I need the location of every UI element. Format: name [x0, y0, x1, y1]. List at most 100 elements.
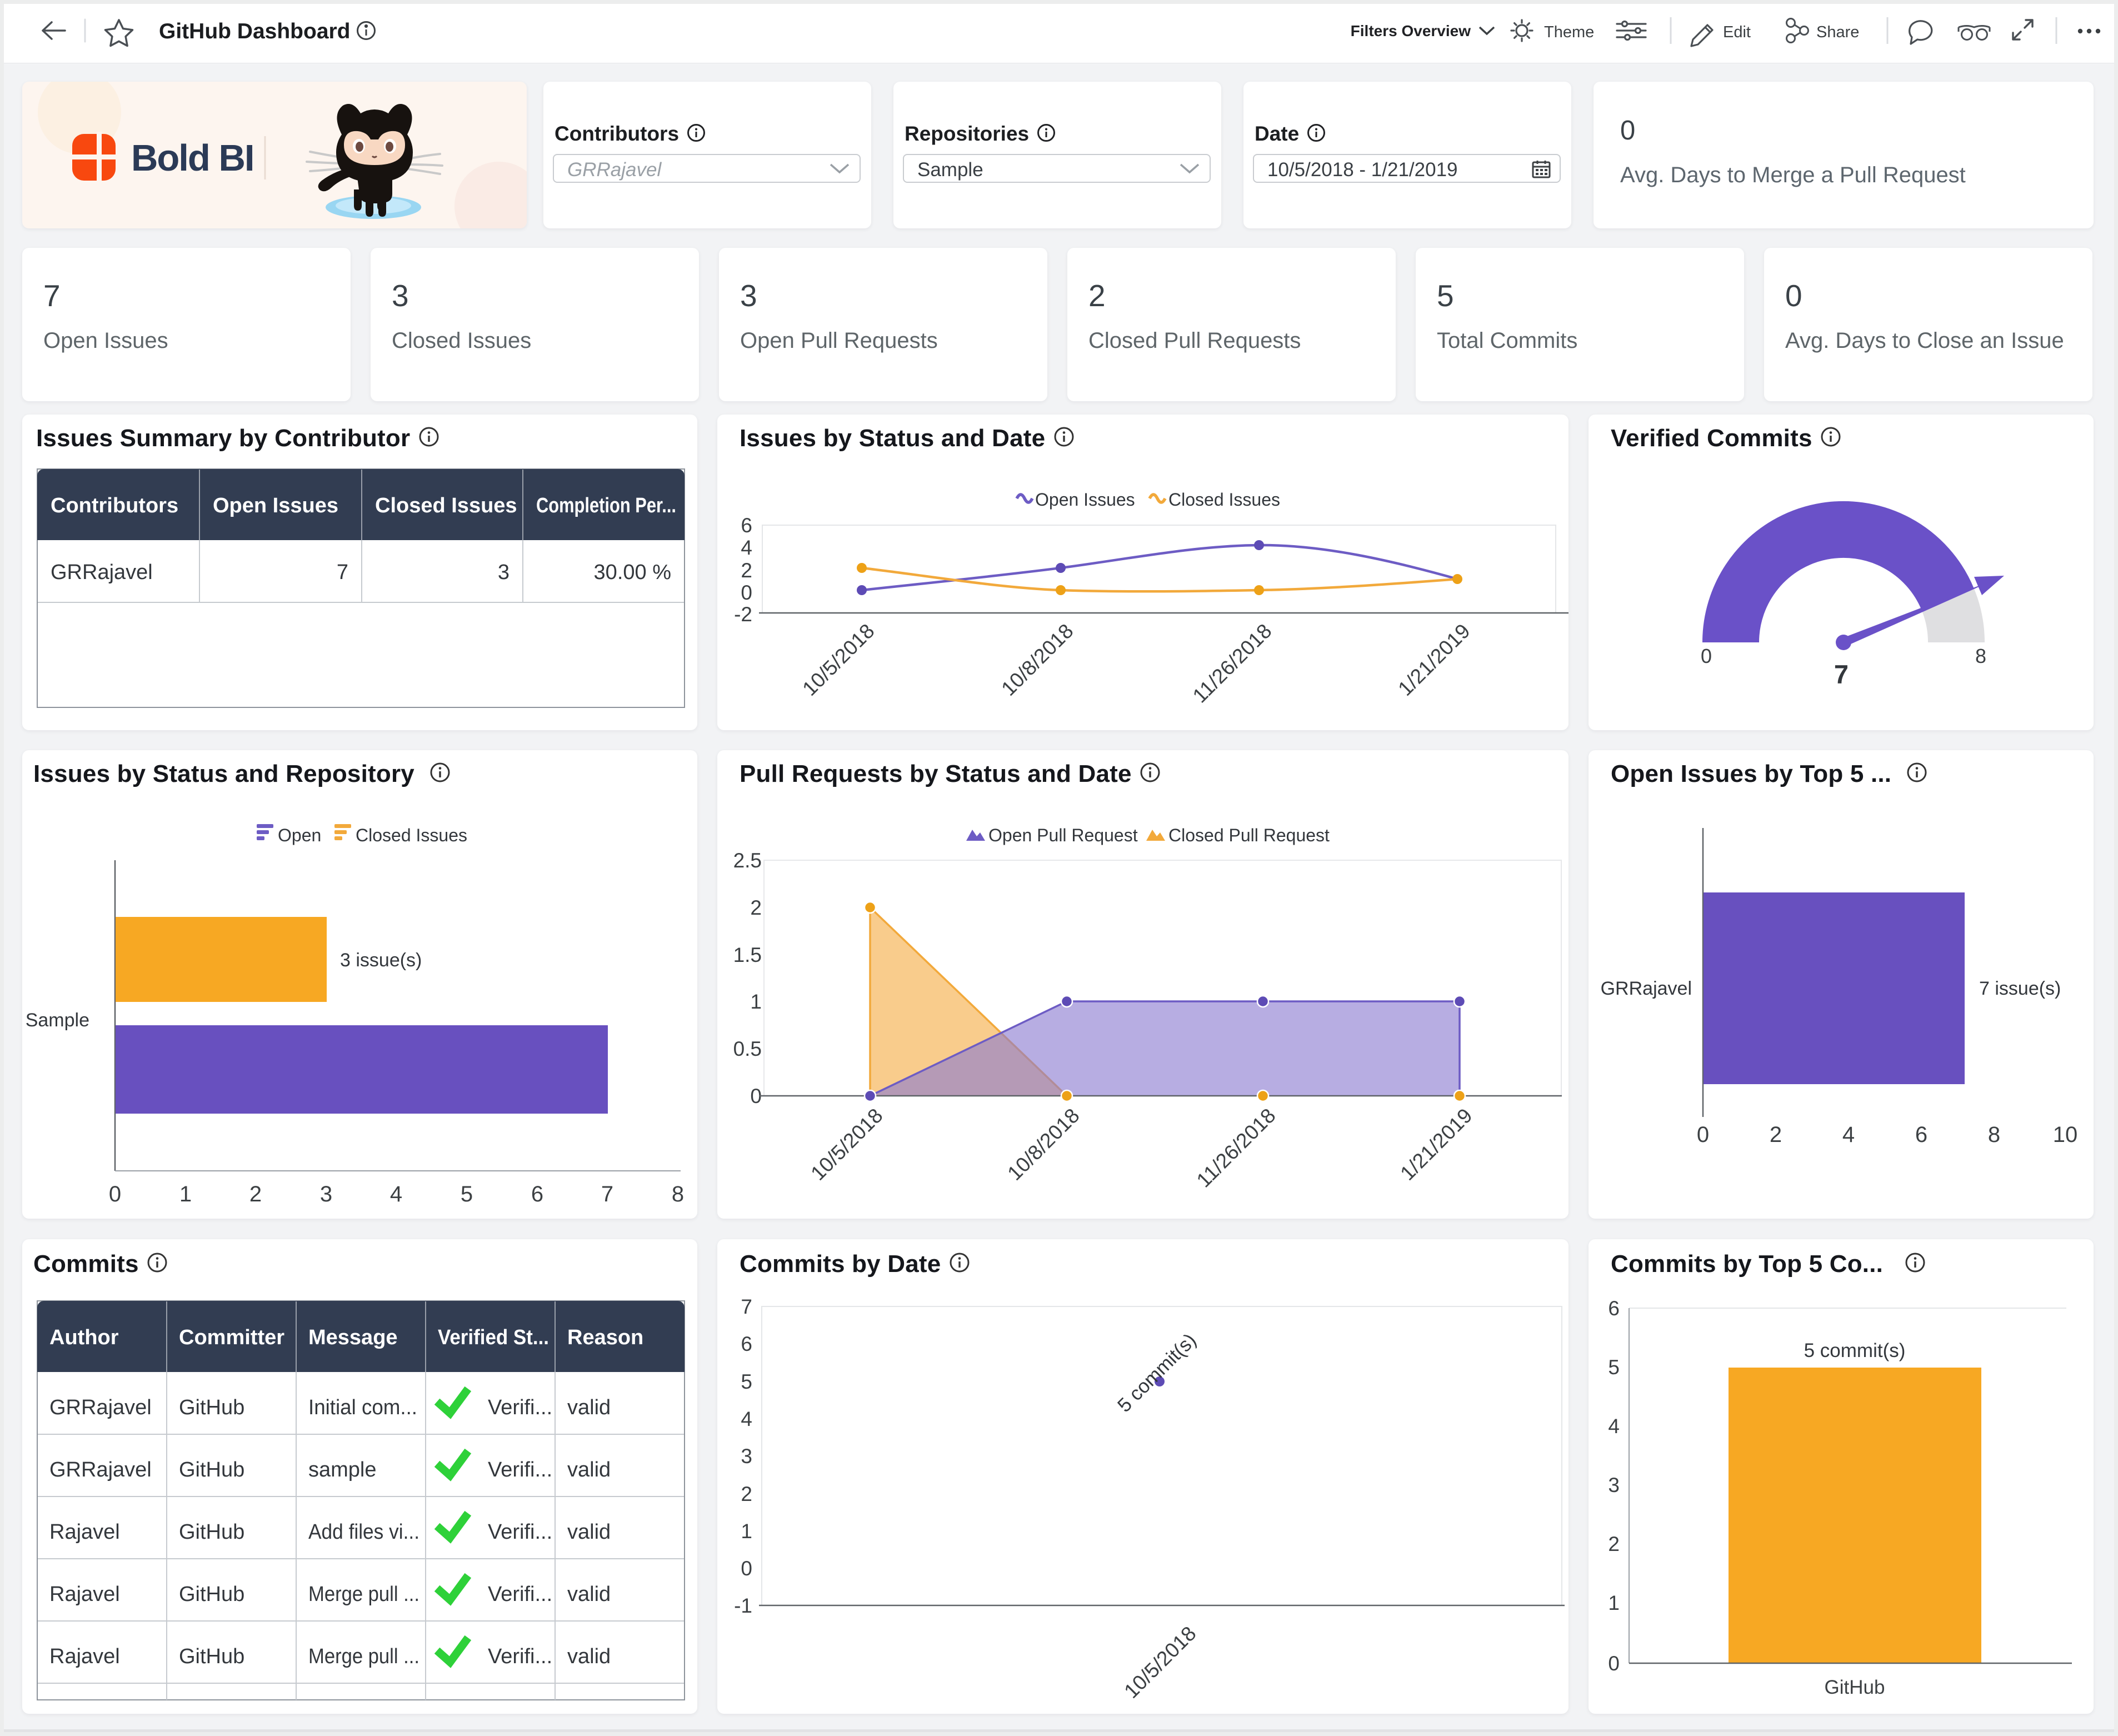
svg-text:1/21/2019: 1/21/2019	[1396, 1104, 1476, 1185]
svg-text:GRRajavel: GRRajavel	[1601, 978, 1692, 999]
svg-text:GitHub: GitHub	[179, 1583, 244, 1606]
svg-text:11/26/2018: 11/26/2018	[1192, 1104, 1280, 1192]
svg-text:Merge pull ...: Merge pull ...	[308, 1645, 419, 1668]
svg-text:Verified St...: Verified St...	[438, 1326, 549, 1349]
svg-text:1/21/2019: 1/21/2019	[1393, 620, 1474, 700]
svg-text:6: 6	[741, 1333, 752, 1355]
svg-text:10/8/2018: 10/8/2018	[1003, 1104, 1083, 1185]
svg-text:Message: Message	[308, 1326, 398, 1349]
svg-text:8: 8	[1988, 1123, 2000, 1147]
svg-text:valid: valid	[567, 1458, 611, 1481]
svg-text:0: 0	[1701, 645, 1712, 667]
svg-text:Contributors: Contributors	[51, 494, 178, 517]
svg-text:2: 2	[741, 559, 752, 582]
svg-text:2: 2	[1608, 1533, 1620, 1555]
svg-text:7: 7	[337, 561, 348, 584]
svg-text:GitHub: GitHub	[179, 1520, 244, 1544]
svg-text:4: 4	[1608, 1415, 1620, 1438]
svg-text:0: 0	[1608, 1652, 1620, 1675]
svg-text:Verifi...: Verifi...	[488, 1583, 552, 1606]
svg-text:0: 0	[741, 581, 752, 604]
svg-text:3: 3	[320, 1182, 332, 1206]
svg-text:Bold BI: Bold BI	[131, 137, 253, 179]
svg-text:1: 1	[179, 1182, 192, 1206]
svg-text:5: 5	[461, 1182, 473, 1206]
svg-text:4: 4	[390, 1182, 402, 1206]
svg-text:0: 0	[109, 1182, 121, 1206]
svg-text:5 commit(s): 5 commit(s)	[1804, 1340, 1906, 1361]
svg-text:Filters Overview: Filters Overview	[1351, 22, 1471, 39]
svg-text:5 commit(s): 5 commit(s)	[1113, 1329, 1201, 1416]
svg-text:Verifi...: Verifi...	[488, 1645, 552, 1668]
svg-text:4: 4	[1842, 1123, 1855, 1147]
svg-text:Theme: Theme	[1544, 23, 1594, 41]
svg-text:10/5/2018: 10/5/2018	[798, 620, 878, 700]
svg-text:Reason: Reason	[567, 1326, 643, 1349]
svg-text:5: 5	[1608, 1356, 1620, 1379]
svg-text:GitHub: GitHub	[179, 1396, 244, 1419]
svg-text:1: 1	[741, 1520, 752, 1543]
svg-text:Author: Author	[49, 1326, 119, 1349]
svg-text:1: 1	[750, 990, 762, 1013]
svg-text:Completion Per...: Completion Per...	[536, 494, 676, 517]
svg-text:2: 2	[750, 896, 762, 919]
svg-text:1: 1	[1608, 1592, 1620, 1614]
svg-text:Verifi...: Verifi...	[488, 1458, 552, 1481]
svg-text:3: 3	[498, 561, 509, 584]
svg-text:7: 7	[601, 1182, 613, 1206]
svg-text:2.5: 2.5	[733, 849, 762, 872]
svg-text:-1: -1	[734, 1594, 752, 1617]
svg-text:valid: valid	[567, 1583, 611, 1606]
svg-text:Add files vi...: Add files vi...	[308, 1520, 419, 1544]
svg-text:10/5/2018: 10/5/2018	[1120, 1622, 1200, 1703]
svg-text:valid: valid	[567, 1520, 611, 1544]
svg-text:valid: valid	[567, 1645, 611, 1668]
svg-text:Open Issues: Open Issues	[1035, 490, 1135, 510]
svg-text:0: 0	[741, 1557, 752, 1580]
svg-text:Closed Issues: Closed Issues	[356, 825, 467, 845]
svg-text:GitHub: GitHub	[1825, 1677, 1885, 1698]
svg-text:-2: -2	[734, 603, 752, 626]
svg-text:Verifi...: Verifi...	[488, 1520, 552, 1544]
svg-text:Closed Issues: Closed Issues	[1168, 490, 1280, 510]
svg-text:30.00 %: 30.00 %	[594, 561, 671, 584]
svg-text:GitHub: GitHub	[179, 1458, 244, 1481]
svg-text:1.5: 1.5	[733, 944, 762, 966]
svg-text:valid: valid	[567, 1396, 611, 1419]
svg-text:10: 10	[2053, 1123, 2078, 1147]
svg-text:2: 2	[1770, 1123, 1782, 1147]
svg-text:0.5: 0.5	[733, 1037, 762, 1060]
svg-text:10/8/2018: 10/8/2018	[997, 620, 1077, 700]
svg-text:4: 4	[741, 1408, 752, 1430]
svg-text:Closed Issues: Closed Issues	[375, 494, 517, 517]
svg-text:10/5/2018: 10/5/2018	[806, 1104, 887, 1185]
svg-text:8: 8	[1975, 645, 1986, 667]
svg-text:2: 2	[249, 1182, 262, 1206]
svg-text:8: 8	[672, 1182, 684, 1206]
svg-text:Committer: Committer	[179, 1326, 284, 1349]
svg-text:3 issue(s): 3 issue(s)	[340, 950, 422, 971]
svg-text:Rajavel: Rajavel	[49, 1520, 120, 1544]
svg-text:Initial com...: Initial com...	[308, 1396, 417, 1419]
svg-text:Merge pull ...: Merge pull ...	[308, 1583, 419, 1606]
svg-text:Open Pull Request: Open Pull Request	[988, 825, 1138, 845]
svg-text:Rajavel: Rajavel	[49, 1645, 120, 1668]
svg-text:0: 0	[1697, 1123, 1709, 1147]
svg-text:7 issue(s): 7 issue(s)	[1979, 978, 2061, 999]
svg-text:Verifi...: Verifi...	[488, 1396, 552, 1419]
svg-text:6: 6	[1915, 1123, 1927, 1147]
svg-text:Open Issues: Open Issues	[213, 494, 338, 517]
svg-text:GitHub: GitHub	[179, 1645, 244, 1668]
svg-text:Closed Pull Request: Closed Pull Request	[1168, 825, 1330, 845]
svg-text:2: 2	[741, 1483, 752, 1505]
svg-text:GitHub Dashboard: GitHub Dashboard	[159, 19, 351, 43]
svg-text:5: 5	[741, 1370, 752, 1393]
svg-text:6: 6	[1608, 1297, 1620, 1320]
svg-text:GRRajavel: GRRajavel	[49, 1458, 152, 1481]
svg-text:sample: sample	[308, 1458, 377, 1481]
svg-text:Open: Open	[278, 825, 321, 845]
svg-text:GRRajavel: GRRajavel	[49, 1396, 152, 1419]
svg-text:Edit: Edit	[1723, 23, 1751, 41]
svg-text:3: 3	[1608, 1474, 1620, 1496]
svg-text:6: 6	[531, 1182, 543, 1206]
